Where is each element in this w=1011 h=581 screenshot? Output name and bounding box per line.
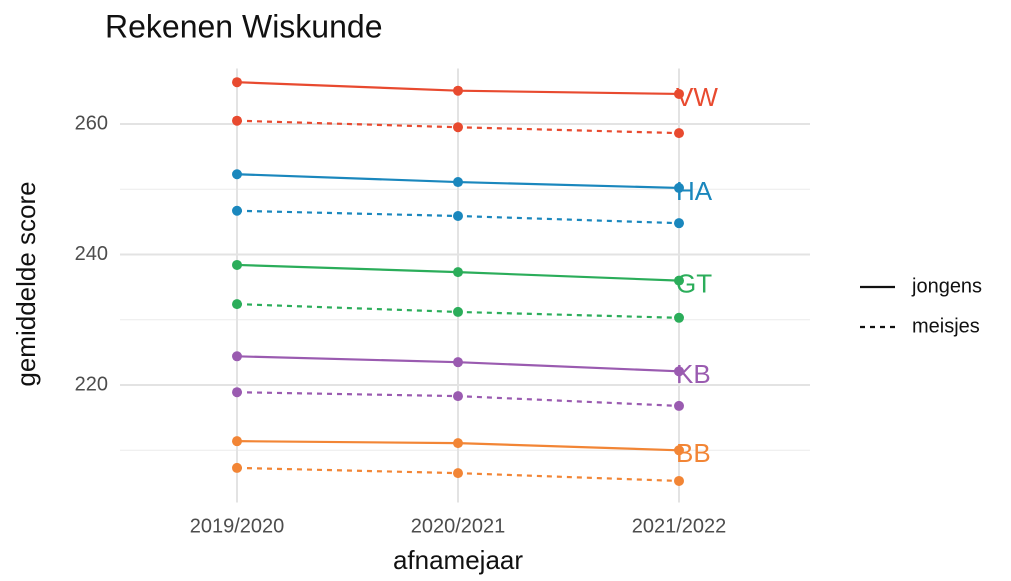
x-tick-label: 2021/2022 (632, 515, 727, 537)
data-point (453, 210, 463, 221)
data-point (674, 128, 684, 139)
data-point (232, 436, 242, 447)
data-point (453, 122, 463, 133)
y-tick-label: 260 (75, 112, 108, 134)
data-point (674, 182, 684, 193)
data-point (232, 169, 242, 180)
data-point (232, 387, 242, 398)
data-point (232, 299, 242, 310)
data-point (453, 357, 463, 368)
data-point (232, 259, 242, 270)
data-point (453, 267, 463, 278)
data-point (453, 468, 463, 479)
data-point (674, 445, 684, 456)
data-point (453, 391, 463, 402)
x-tick-label: 2020/2021 (411, 515, 506, 537)
data-point (674, 275, 684, 286)
data-point (232, 351, 242, 362)
data-point (453, 85, 463, 96)
group-label: VW (676, 82, 718, 112)
x-tick-label: 2019/2020 (190, 515, 285, 537)
y-tick-label: 220 (75, 373, 108, 395)
group-label: KB (676, 359, 711, 389)
data-point (674, 366, 684, 377)
chart-title: Rekenen Wiskunde (105, 8, 382, 44)
data-point (674, 218, 684, 229)
legend-label: jongens (911, 275, 982, 297)
group-label: GT (676, 268, 712, 298)
data-point (232, 462, 242, 473)
y-tick-label: 240 (75, 243, 108, 265)
legend-label: meisjes (912, 315, 980, 337)
data-point (232, 77, 242, 88)
data-point (674, 312, 684, 323)
data-point (232, 115, 242, 126)
data-point (674, 400, 684, 411)
data-point (453, 438, 463, 449)
data-point (232, 205, 242, 216)
data-point (453, 306, 463, 317)
group-label: HA (676, 176, 713, 206)
group-label: BB (676, 438, 711, 468)
data-point (674, 475, 684, 486)
data-point (674, 88, 684, 99)
x-axis-label: afnamejaar (393, 545, 523, 575)
y-axis-label: gemiddelde score (11, 181, 41, 386)
data-point (453, 177, 463, 188)
